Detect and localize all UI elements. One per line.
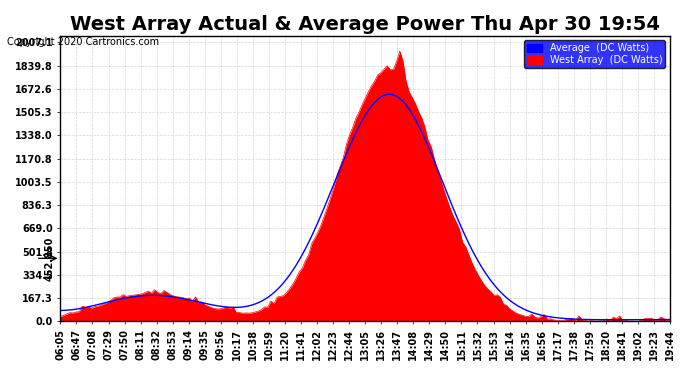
Text: Copyright 2020 Cartronics.com: Copyright 2020 Cartronics.com [7, 37, 159, 47]
Legend: Average  (DC Watts), West Array  (DC Watts): Average (DC Watts), West Array (DC Watts… [524, 40, 665, 68]
Title: West Array Actual & Average Power Thu Apr 30 19:54: West Array Actual & Average Power Thu Ap… [70, 15, 660, 34]
Text: 452.850: 452.850 [44, 236, 55, 280]
